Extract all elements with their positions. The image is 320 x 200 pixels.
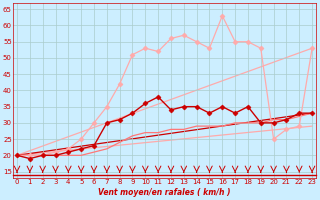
X-axis label: Vent moyen/en rafales ( km/h ): Vent moyen/en rafales ( km/h ) bbox=[98, 188, 231, 197]
